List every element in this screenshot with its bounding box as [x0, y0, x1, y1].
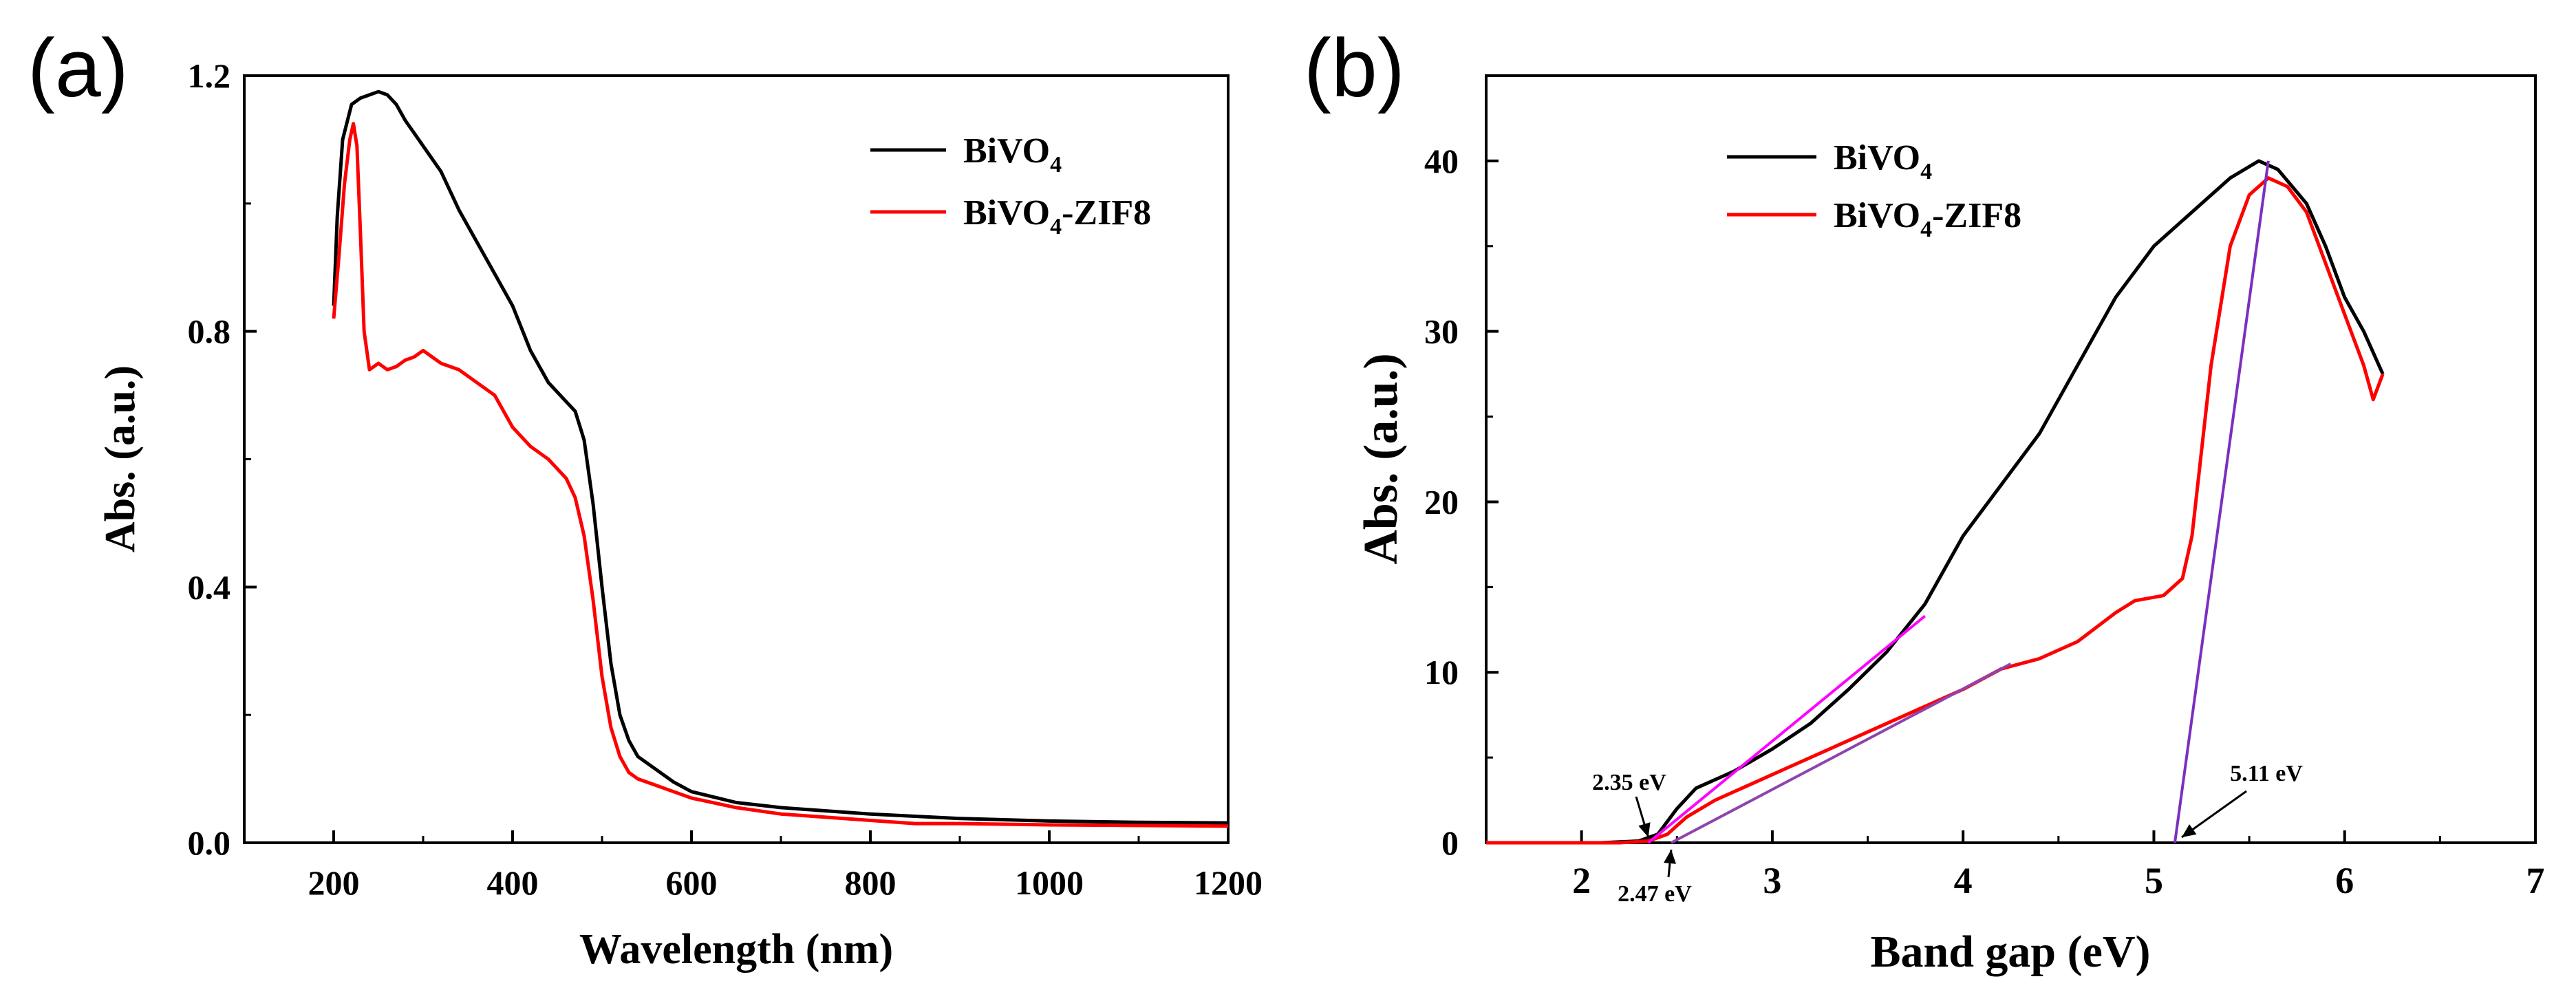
panel-b-annotations: 2.35 eV 2.47 eV 5.11 eV [1592, 761, 2303, 907]
panel-b-legend: BiVO4 BiVO4-ZIF8 [1727, 138, 2021, 242]
panel-b-tangent-bivo4-zif8-low-line [1671, 663, 2012, 844]
panel-a-xtick-label: 1000 [1015, 863, 1084, 902]
panel-a-xtick-label: 1200 [1194, 863, 1263, 902]
panel-a-legend: BiVO4 BiVO4-ZIF8 [870, 131, 1151, 239]
panel-b: (b) 2 3 4 5 6 7 0 10 20 30 40 Band gap (… [1304, 22, 2545, 977]
panel-b-ytick-label: 30 [1424, 312, 1459, 351]
panel-a-y-axis-label: Abs. (a.u.) [97, 365, 144, 552]
panel-a-ytick-label: 0.4 [188, 568, 231, 606]
panel-a-y-ticks [244, 74, 257, 844]
annotation-5-11-ev: 5.11 eV [2230, 761, 2303, 786]
panel-b-ytick-label: 10 [1424, 653, 1459, 691]
panel-b-ytick-label: 20 [1424, 482, 1459, 521]
panel-a-label: (a) [28, 22, 129, 114]
panel-a-legend-label-bivo4-zif8: BiVO4-ZIF8 [963, 193, 1151, 239]
panel-a-xtick-label: 600 [666, 863, 718, 902]
panel-b-xtick-label: 2 [1572, 860, 1591, 901]
panel-b-tangent-bivo4-line [1647, 614, 1926, 844]
panel-b-series-bivo4-line [1486, 159, 2385, 845]
annotation-2-35-ev-arrowhead [1638, 822, 1651, 837]
panel-b-xtick-label: 4 [1954, 860, 1973, 901]
panel-a-ytick-label: 1.2 [188, 56, 231, 95]
panel-b-legend-label-bivo4-zif8: BiVO4-ZIF8 [1834, 196, 2021, 242]
panel-b-y-ticks [1486, 159, 1499, 844]
annotation-2-35-ev: 2.35 eV [1592, 770, 1666, 795]
panel-b-xtick-label: 7 [2526, 860, 2545, 901]
panel-a-xtick-label: 400 [487, 863, 539, 902]
panel-a-xtick-label: 200 [308, 863, 360, 902]
panel-b-xtick-label: 3 [1763, 860, 1781, 901]
annotation-2-47-ev-arrowhead [1664, 850, 1676, 864]
panel-a: (a) 200 400 600 800 1000 1200 0.0 0.4 0.… [28, 22, 1263, 973]
panel-b-x-ticks [1580, 830, 2537, 843]
panel-b-plot-frame [1485, 74, 2537, 844]
panel-a-x-axis-label: Wavelength (nm) [579, 926, 893, 973]
panel-b-label: (b) [1304, 22, 1405, 114]
panel-b-y-tick-labels: 0 10 20 30 40 [1424, 142, 1459, 862]
panel-a-legend-label-bivo4: BiVO4 [963, 131, 1062, 177]
panel-b-xtick-label: 6 [2335, 860, 2354, 901]
panel-b-legend-label-bivo4: BiVO4 [1834, 138, 1932, 184]
panel-a-plot-frame [243, 74, 1230, 844]
panel-b-ytick-label: 40 [1424, 142, 1459, 180]
panel-a-ytick-label: 0.0 [188, 824, 231, 862]
panel-b-y-axis-label: Abs. (a.u.) [1355, 353, 1408, 564]
annotation-2-47-ev: 2.47 eV [1618, 881, 1692, 907]
panel-a-y-tick-labels: 0.0 0.4 0.8 1.2 [188, 56, 231, 862]
panel-b-ytick-label: 0 [1441, 824, 1459, 862]
panel-b-x-tick-labels: 2 3 4 5 6 7 [1572, 860, 2544, 901]
panel-a-xtick-label: 800 [845, 863, 897, 902]
panel-b-series-group [1486, 159, 2385, 845]
panel-b-fit-lines [1647, 160, 2270, 844]
panel-b-x-axis-label: Band gap (eV) [1870, 927, 2150, 977]
panel-a-x-ticks [332, 830, 1230, 843]
panel-a-series-bivo4-line [332, 89, 1229, 825]
panel-b-xtick-label: 5 [2145, 860, 2163, 901]
panel-a-series-group [332, 89, 1229, 828]
panel-b-tangent-bivo4-zif8-high-line [2173, 160, 2270, 843]
panel-a-ytick-label: 0.8 [188, 312, 231, 351]
panel-a-x-tick-labels: 200 400 600 800 1000 1200 [308, 863, 1263, 902]
panel-b-series-bivo4-zif8-line [1486, 176, 2385, 845]
panel-a-series-bivo4-zif8-line [332, 122, 1229, 828]
annotation-5-11-ev-arrowhead [2181, 824, 2197, 837]
